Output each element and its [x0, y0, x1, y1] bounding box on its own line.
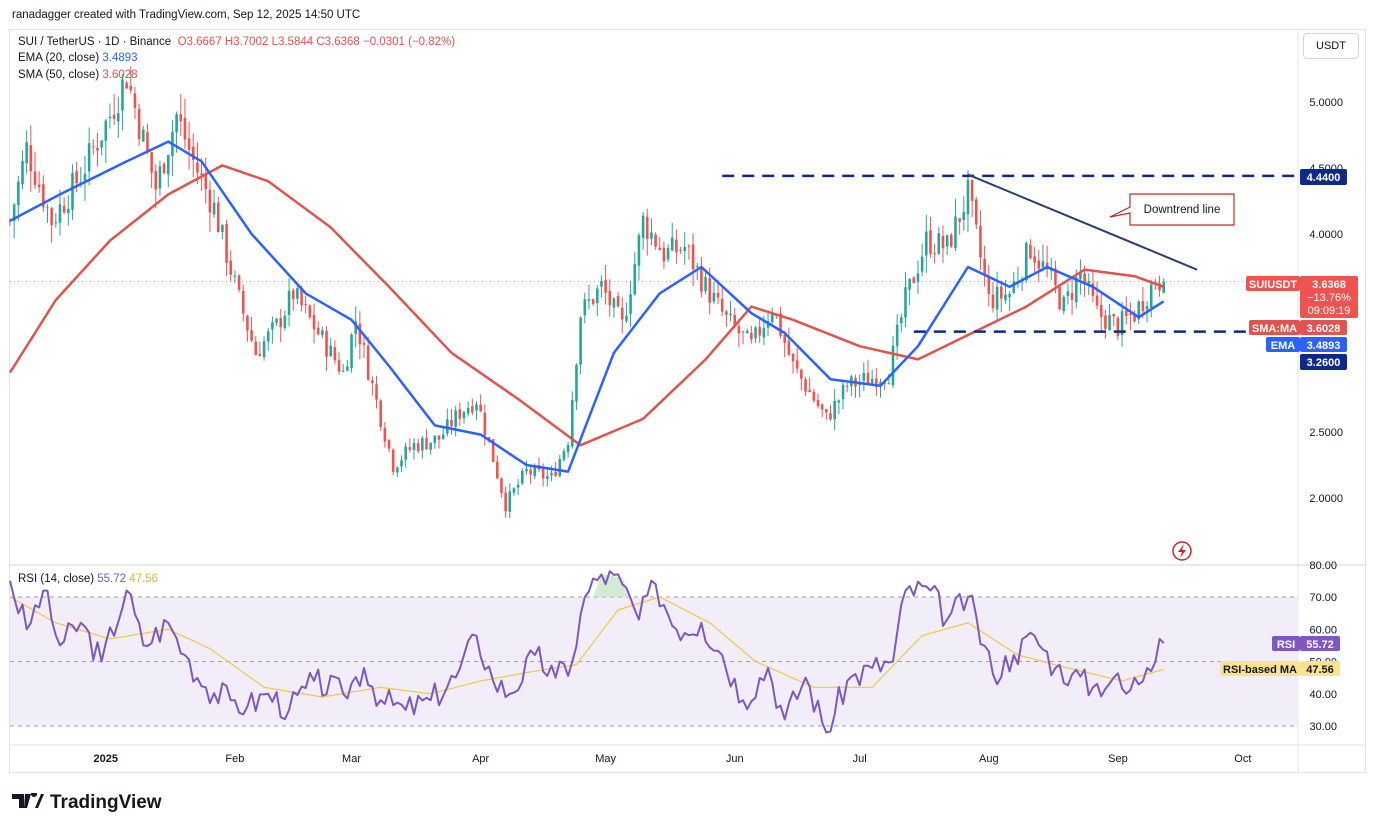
- ohlc-values: O3.6667 H3.7002 L3.5844 C3.6368 −0.0301 …: [177, 36, 456, 48]
- sma-legend[interactable]: SMA (50, close) 3.6028: [18, 69, 138, 81]
- tradingview-logo[interactable]: TradingView: [12, 790, 162, 814]
- rsi-legend-value: 55.72: [97, 573, 127, 585]
- currency-button[interactable]: USDT: [1303, 33, 1359, 59]
- sma-legend-label: SMA (50, close): [18, 69, 100, 81]
- ema-legend-value: 3.4893: [102, 52, 138, 64]
- symbol-legend[interactable]: SUI / TetherUS · 1D · Binance O3.6667 H3…: [18, 36, 455, 48]
- tradingview-logo-icon: [12, 790, 44, 814]
- rsi-ma-legend-value: 47.56: [129, 573, 159, 585]
- symbol-name: SUI / TetherUS · 1D · Binance: [18, 36, 172, 48]
- chart-attribution: ranadagger created with TradingView.com,…: [12, 9, 361, 21]
- chart-frame: [9, 29, 1366, 773]
- rsi-legend-label: RSI (14, close): [18, 573, 95, 585]
- ema-legend-label: EMA (20, close): [18, 52, 100, 64]
- rsi-legend[interactable]: RSI (14, close) 55.72 47.56: [18, 573, 158, 585]
- ema-legend[interactable]: EMA (20, close) 3.4893: [18, 52, 138, 64]
- tradingview-logo-text: TradingView: [50, 792, 162, 813]
- sma-legend-value: 3.6028: [102, 69, 138, 81]
